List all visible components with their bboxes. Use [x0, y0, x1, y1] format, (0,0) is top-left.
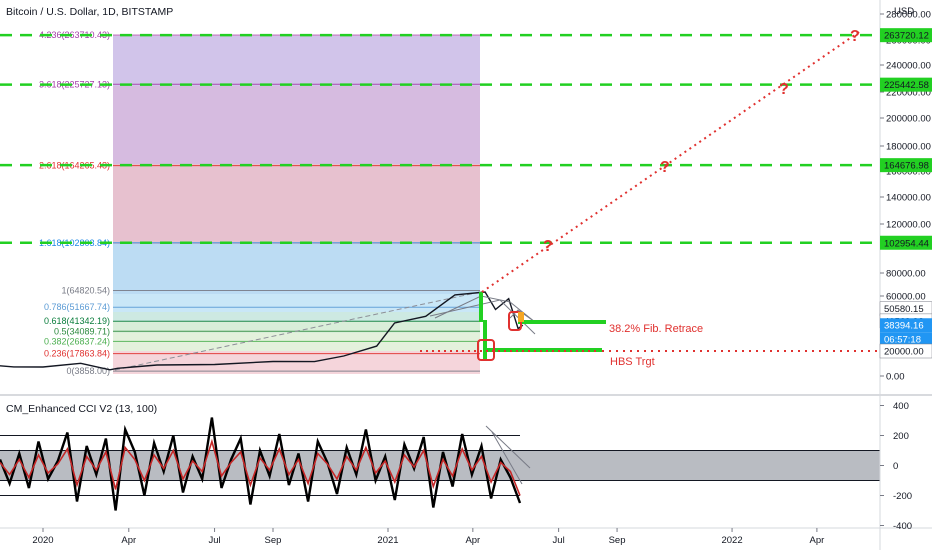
fib-zone-1618: [113, 244, 480, 294]
question-mark-2: ?: [660, 159, 670, 176]
x-tick-label: Sep: [609, 535, 626, 546]
annotation-hbs-target: HBS Trgt: [610, 356, 655, 368]
level-tag-bg: [880, 28, 932, 43]
fib-level-label: 2.618(164265.48): [39, 161, 110, 171]
chart-title: Bitcoin / U.S. Dollar, 1D, BITSTAMP: [6, 6, 173, 18]
price-tag-label: 50580.15: [884, 304, 924, 315]
cci-y-tick-label: -400: [893, 521, 912, 532]
level-tag-label: 225442.58: [884, 80, 929, 91]
x-tick-label: Apr: [809, 535, 824, 546]
cci-red-line: [0, 438, 521, 496]
x-tick-label: Apr: [465, 535, 480, 546]
y-tick-label: 200000.00: [886, 114, 931, 125]
cci-y-tick-label: 200: [893, 431, 909, 442]
level-tag-bg: [880, 158, 932, 173]
y-tick-label: 140000.00: [886, 193, 931, 204]
y-tick-label: 180000.00: [886, 142, 931, 153]
x-tick-label: Apr: [121, 535, 136, 546]
annotation-fib-retrace: 38.2% Fib. Retrace: [609, 323, 703, 335]
green-level-hbs: [487, 348, 602, 352]
cci-title: CM_Enhanced CCI V2 (13, 100): [6, 403, 157, 415]
price-tags: 263720.12 225442.58 164676.98 102954.44 5058…: [879, 28, 932, 359]
price-line: [0, 291, 524, 371]
price-tag-label: 20000.00: [884, 347, 924, 358]
x-axis-ticks: 2020 Apr Jul Sep 2021 Apr Jul Sep 2022 Apr: [32, 528, 824, 546]
level-tag-label: 263720.12: [884, 31, 929, 42]
fib-zone-4236: [113, 36, 480, 86]
x-tick-label: 2020: [32, 535, 53, 546]
fib-zone-0618: [113, 321, 480, 333]
y-tick-label: 80000.00: [886, 269, 926, 280]
orange-marker: [518, 312, 524, 322]
fib-lines: 4.236(263710.43) 3.618(225727.13) 2.618(16…: [39, 30, 480, 376]
fib-zone-1: [113, 294, 480, 312]
price-tag-bg: [879, 343, 932, 359]
x-tick-label: 2022: [721, 535, 742, 546]
fib-level-label: 3.618(225727.13): [39, 79, 110, 89]
x-tick-label: Jul: [553, 535, 565, 546]
price-tag-sublabel: 06:57:18: [884, 335, 921, 346]
fib-zone-0236: [113, 351, 480, 374]
x-tick-label: Jul: [208, 535, 220, 546]
projection-line: [481, 29, 863, 293]
price-tag-bg: [880, 318, 932, 333]
fib-zone-0786: [113, 312, 480, 321]
level-tag-label: 164676.98: [884, 161, 929, 172]
fib-level-label: 0.618(41342.19): [44, 316, 110, 326]
fib-level-label: 4.236(263710.43): [39, 30, 110, 40]
horizontal-levels: [0, 33, 880, 245]
level-tag-label: 102954.44: [884, 238, 929, 249]
y-tick-label: 220000.00: [886, 88, 931, 99]
y-tick-label: 280000.00: [886, 10, 931, 21]
level-tag-bg: [880, 235, 932, 250]
green-bar-top: [479, 292, 483, 322]
question-mark-3: ?: [779, 81, 789, 98]
long-trendline: [114, 291, 481, 371]
fib-level-label: 0(3858.00): [66, 366, 110, 376]
y-axis-unit: USD: [894, 6, 914, 17]
question-mark-4: ?: [850, 28, 860, 45]
cci-y-axis-ticks: 400 200 0 -200 -400: [880, 401, 912, 532]
fib-level-label: 1(64820.54): [61, 285, 110, 295]
y-tick-label: 0.00: [886, 372, 905, 383]
y-tick-label: 120000.00: [886, 220, 931, 231]
cci-black-line: [0, 417, 522, 511]
fib-level-label: 0.382(26837.24): [44, 336, 110, 346]
x-tick-label: Sep: [265, 535, 282, 546]
y-tick-label: 240000.00: [886, 61, 931, 72]
fib-level-label: 0.236(17863.84): [44, 349, 110, 359]
question-mark-1: ?: [543, 238, 553, 255]
fib-zone-2618: [113, 164, 480, 244]
cci-trendline: [485, 425, 531, 469]
y-tick-label: 60000.00: [886, 292, 926, 303]
price-tag-label: 38394.16: [884, 321, 924, 332]
cci-trendline-2: [491, 431, 523, 485]
fib-level-label: 0.5(34089.71): [54, 326, 110, 336]
fib-level-label: 0.786(51667.74): [44, 302, 110, 312]
green-level-382: [518, 320, 606, 324]
cci-y-tick-label: -200: [893, 491, 912, 502]
fib-zone-05: [113, 333, 480, 351]
fib-level-label: 1.618(102803.84): [39, 238, 110, 248]
x-tick-label: 2021: [377, 535, 398, 546]
cci-y-tick-label: 0: [893, 461, 898, 472]
fib-zone-3618: [113, 86, 480, 164]
price-tag-sub-bg: [880, 332, 932, 347]
cci-y-tick-label: 400: [893, 401, 909, 412]
level-tag-bg: [880, 77, 932, 92]
